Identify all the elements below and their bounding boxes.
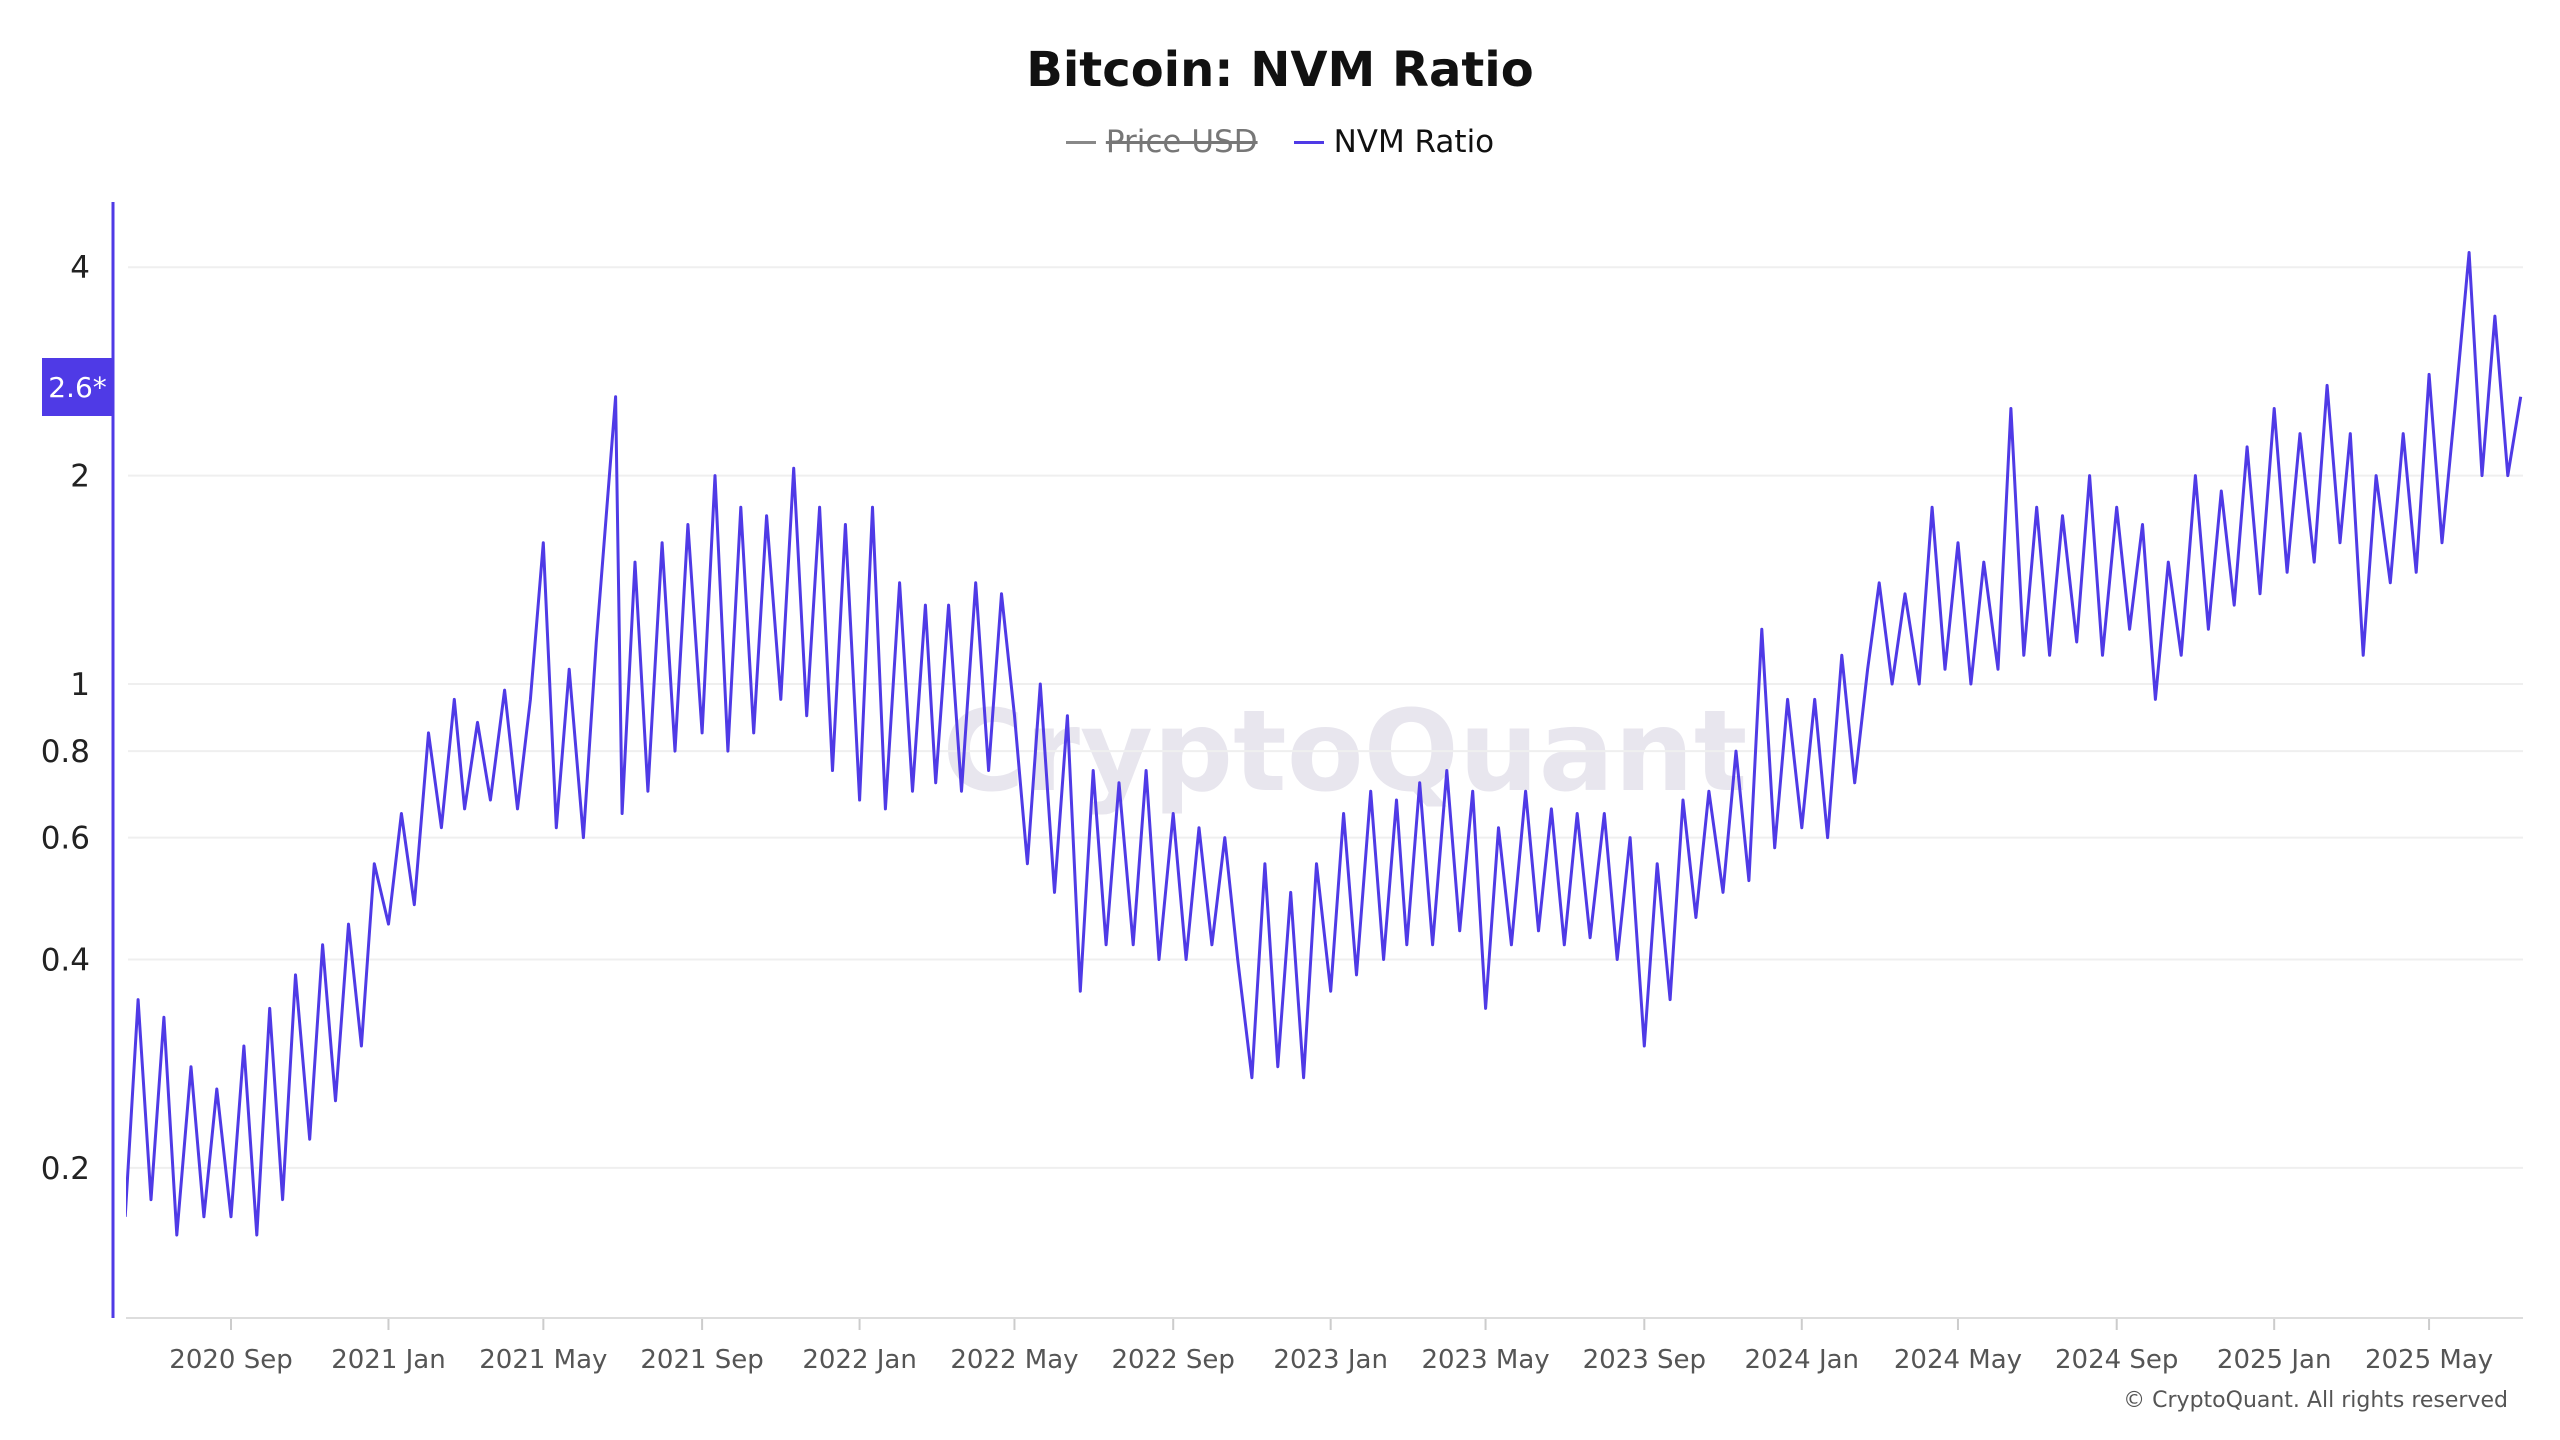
x-tick-label: 2023 Jan xyxy=(1273,1345,1388,1375)
y-tick-label: 0.4 xyxy=(41,942,90,978)
chart-title: Bitcoin: NVM Ratio xyxy=(1026,42,1534,98)
legend-label-price-usd: Price USD xyxy=(1105,124,1258,160)
x-tick-label: 2021 Sep xyxy=(640,1345,763,1375)
y-tick-label: 1 xyxy=(70,667,90,703)
x-tick-label: 2025 May xyxy=(2365,1345,2493,1375)
x-tick-label: 2022 Jan xyxy=(802,1345,917,1375)
x-tick-label: 2023 May xyxy=(1421,1345,1549,1375)
x-tick-label: 2022 May xyxy=(950,1345,1078,1375)
x-tick-label: 2021 May xyxy=(479,1345,607,1375)
legend-swatch-nvm-ratio xyxy=(1293,140,1324,144)
series-line-nvm-ratio xyxy=(126,251,2523,1237)
y-tick-label: 0.8 xyxy=(41,734,90,770)
legend-item-nvm-ratio[interactable]: NVM Ratio xyxy=(1293,124,1495,160)
x-tick-label: 2020 Sep xyxy=(169,1345,292,1375)
y-tick-label: 0.2 xyxy=(41,1151,90,1187)
legend-swatch-price-usd xyxy=(1065,140,1096,144)
current-value-badge: 2.6* xyxy=(42,358,113,416)
legend: Price USD NVM Ratio xyxy=(0,124,2560,160)
x-tick-label: 2025 Jan xyxy=(2217,1345,2332,1375)
copyright-text: © CryptoQuant. All rights reserved xyxy=(2123,1388,2508,1413)
y-tick-label: 0.6 xyxy=(41,821,90,857)
legend-item-price-usd[interactable]: Price USD xyxy=(1065,124,1258,160)
x-tick-label: 2023 Sep xyxy=(1583,1345,1706,1375)
x-tick-label: 2024 May xyxy=(1894,1345,2022,1375)
y-tick-label: 4 xyxy=(70,250,90,286)
legend-label-nvm-ratio: NVM Ratio xyxy=(1333,124,1495,160)
y-tick-label: 2 xyxy=(70,459,90,495)
x-tick-label: 2024 Sep xyxy=(2055,1345,2178,1375)
x-tick-label: 2024 Jan xyxy=(1745,1345,1860,1375)
x-tick-label: 2022 Sep xyxy=(1111,1345,1234,1375)
x-tick-label: 2021 Jan xyxy=(331,1345,446,1375)
